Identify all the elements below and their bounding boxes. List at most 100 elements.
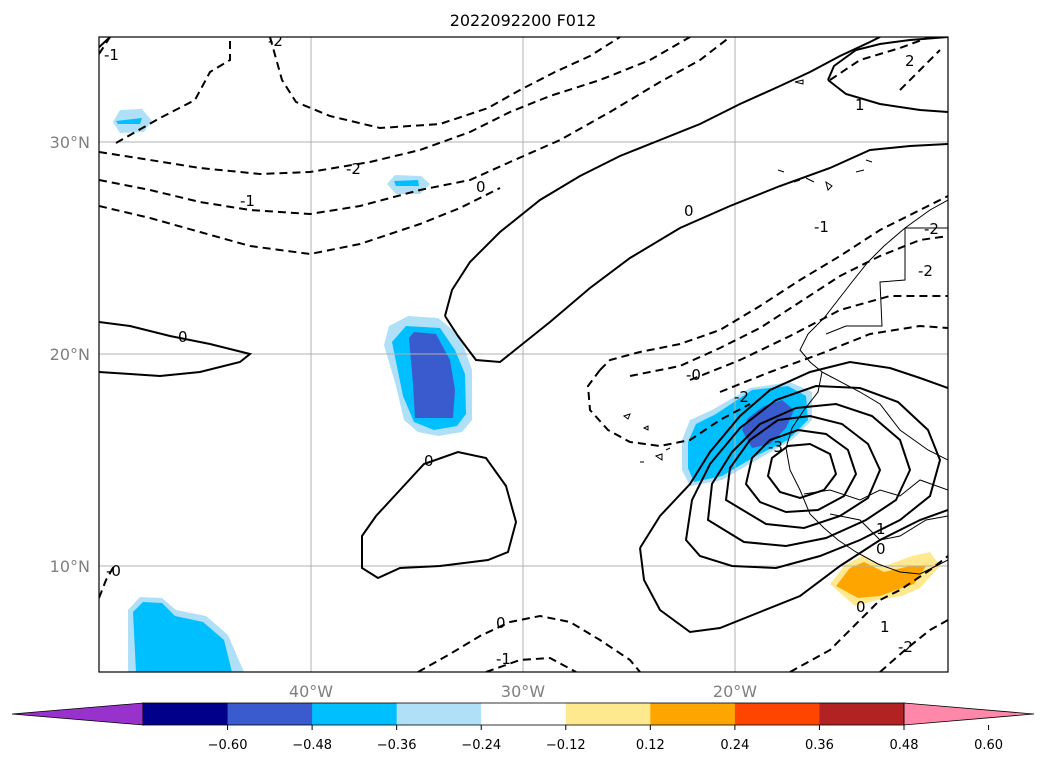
contour-se-neg2 [879,619,948,672]
shaded-blob-se-core [836,562,926,598]
map-area: -1 -2 2 -2 -1 0 0 1 0 0 -1 -2 -0 -2 -3 1… [99,32,948,672]
negative-contours [99,37,948,672]
contour-bottom-neg1 [485,656,577,672]
colorbar: −0.60 −0.48 −0.36 −0.24 −0.12 0.12 0.24 0.36 0.4… [11,702,1035,753]
coastlines [622,79,948,575]
contour-label: -1 [814,218,829,236]
contour-ridge-0-inner [444,143,948,364]
colorbar-bin [565,703,651,725]
colorbar-bin [734,703,820,725]
contour-se-neg [789,555,948,672]
contour-low-ring2 [706,402,912,548]
contour-labels: -1 -2 2 -2 -1 0 0 1 0 0 -1 -2 -0 -2 -3 1… [104,32,939,668]
island-small-n [794,79,804,85]
contour-label: -2 [924,220,939,238]
colorbar-ticks: −0.60 −0.48 −0.36 −0.24 −0.12 0.12 0.24 0.36 0.4… [208,725,1003,753]
colorbar-tick-label: 0.36 [805,738,834,753]
contour-label: -0 [106,562,121,580]
colorbar-bin [312,703,398,725]
colorbar-tick-label: −0.48 [292,738,332,753]
contour-label: 1 [876,520,886,538]
contour-label: 2 [905,52,915,70]
colorbar-bin [481,703,567,725]
contour-label: -2 [918,262,933,280]
lon-label: 40°W [289,682,333,701]
longitude-labels: 40°W 30°W 20°W [289,682,757,701]
contour-label: -2 [346,160,361,178]
contour-label: -3 [768,438,783,456]
colorbar-bin [396,703,482,725]
map-title: 2022092200 F012 [450,11,597,30]
colorbar-tick-label: −0.24 [461,738,501,753]
contour-label: -0 [686,366,701,384]
contour-nw-1 [99,37,111,49]
colorbar-tick-label: −0.36 [377,738,417,753]
contour-nw-neg2 [115,37,231,144]
contour-label: -2 [734,388,749,406]
border-4 [829,513,948,541]
contour-label: 0 [178,328,188,346]
colorbar-bin [650,703,736,725]
contour-label: 0 [496,614,506,632]
map-frame [98,36,949,673]
colorbar-bins [143,703,905,725]
contour-label: -2 [898,638,913,656]
colorbar-bin [143,703,229,725]
contours [99,37,948,672]
contour-label: -1 [240,192,255,210]
contour-label: -1 [496,650,511,668]
lat-label: 30°N [50,133,90,152]
contour-east-loop [586,369,751,448]
islands-canary [777,159,873,191]
border-3 [803,479,948,501]
shaded-blob-n-core [394,180,419,186]
contour-neg1-band [99,37,731,216]
colorbar-bin [227,703,313,725]
contour-east-1 [599,195,948,371]
island-cape-verde [622,413,671,463]
shaded-blob-sw-core [133,602,232,672]
positive-contours [99,37,948,634]
contour-label: 0 [476,178,486,196]
colorbar-tick-label: 0.60 [974,738,1003,753]
colorbar-tick-label: 0.12 [636,738,665,753]
contour-west-0 [99,321,253,378]
colorbar-tick-label: −0.12 [546,738,586,753]
colorbar-bin [819,703,905,725]
contour-ne-1 [827,37,948,81]
contour-label: 1 [855,96,865,114]
lon-label: 20°W [713,682,757,701]
contour-label: 0 [856,598,866,616]
contour-east-3 [689,295,948,381]
contour-label: 0 [876,540,886,558]
colorbar-frame [142,702,905,726]
contour-label: -2 [268,32,283,50]
contour-low-ring5 [766,442,838,500]
coastline-africa [785,199,948,575]
contour-east-4 [719,324,948,393]
contour-label: -1 [104,46,119,64]
contour-low-ring4 [744,428,858,514]
contour-ridge-0 [444,37,881,317]
colorbar-tick-label: 0.48 [890,738,919,753]
lon-label: 30°W [501,682,545,701]
colorbar-tick-label: −0.60 [208,738,248,753]
contour-low-ring3 [724,414,882,530]
contour-east-2 [629,235,948,377]
contour-label: 1 [880,618,890,636]
contour-top-neg2 [269,37,621,130]
contour-label: 0 [684,202,694,220]
contour-sw-0 [99,565,115,599]
gridlines [99,37,948,672]
border-1 [825,227,948,335]
contour-central-0 [361,450,518,580]
colorbar-tick-label: 0.24 [720,738,749,753]
contour-low-2 [639,509,948,634]
contour-ne-neg [829,37,931,81]
contour-low-1 [639,360,948,549]
contour-0-band [99,187,501,256]
colorbar-extend-left [11,702,144,726]
contour-ne-1-b [827,79,948,113]
colorbar-extend-right [903,702,1035,726]
